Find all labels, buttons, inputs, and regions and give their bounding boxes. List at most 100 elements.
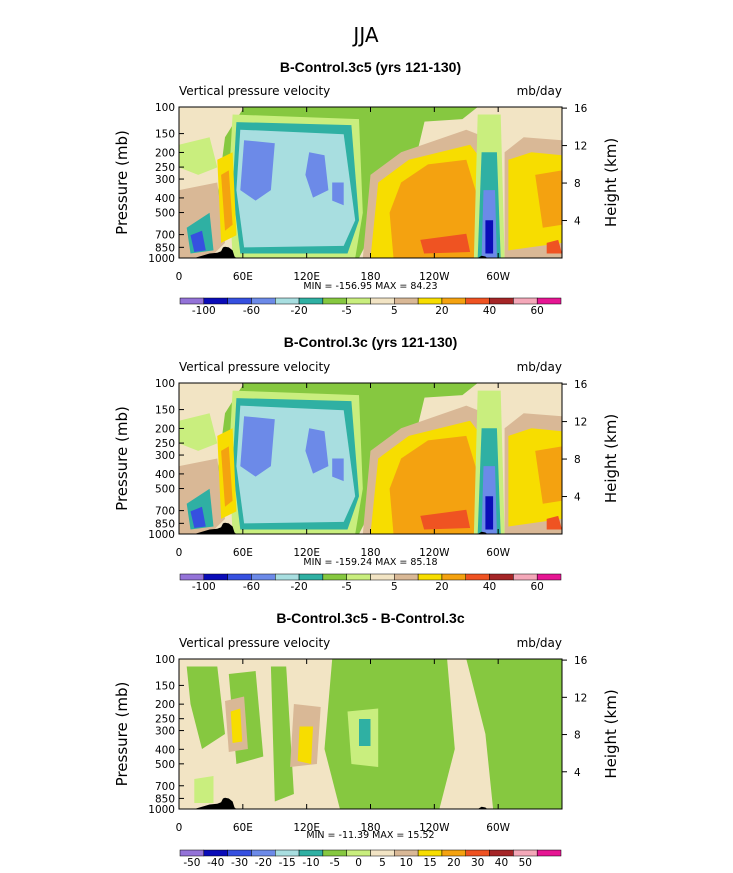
chart-panel-3: B-Control.3c5 - B-Control.3c Vertical pre… xyxy=(113,610,620,869)
pressure-tick-label: 700 xyxy=(155,230,175,242)
colorbar-swatch xyxy=(417,849,443,857)
colorbar-label: -50 xyxy=(183,857,200,869)
contour-redorange xyxy=(420,509,471,530)
contour-blue-patch xyxy=(305,428,329,474)
panel-left-label: Vertical pressure velocity xyxy=(179,84,330,98)
height-tick-label: 8 xyxy=(574,730,581,742)
pressure-tick-label: 850 xyxy=(155,242,175,254)
colorbar-label: 60 xyxy=(531,305,544,317)
panel-left-label: Vertical pressure velocity xyxy=(179,636,330,650)
colorbar-label: -40 xyxy=(207,857,224,869)
height-tick-label: 8 xyxy=(574,178,581,190)
colorbar-label: -30 xyxy=(231,857,248,869)
colorbar-swatch xyxy=(370,573,395,581)
contour-field xyxy=(179,107,562,258)
colorbar-swatch xyxy=(370,297,395,305)
colorbar-label: -20 xyxy=(290,581,307,593)
y-axis-title: Pressure (mb) xyxy=(113,682,131,787)
contour-blue-patch xyxy=(240,416,275,477)
colorbar-swatch xyxy=(227,849,252,857)
colorbar-swatch xyxy=(298,573,324,581)
contour-orange xyxy=(221,170,233,231)
colorbar-swatch xyxy=(513,573,538,581)
colorbar-label: -100 xyxy=(192,305,216,317)
contour-lightgreen xyxy=(194,776,214,803)
panel-units-label: mb/day xyxy=(517,360,562,374)
lon-tick-label: 0 xyxy=(176,271,183,283)
colorbar-label: 40 xyxy=(483,305,496,317)
colorbar-swatch xyxy=(441,849,466,857)
topography-land xyxy=(194,246,237,258)
contour-orange xyxy=(389,435,478,534)
contour-orange xyxy=(389,159,478,258)
contour-blue xyxy=(190,230,206,252)
lon-tick-label: 180 xyxy=(360,822,380,834)
contour-yellow xyxy=(297,726,313,764)
contour-green xyxy=(408,107,478,123)
colorbar-swatch xyxy=(298,297,324,305)
pressure-tick-label: 400 xyxy=(155,744,175,756)
pressure-tick-label: 850 xyxy=(155,793,175,805)
colorbar-swatch xyxy=(394,849,419,857)
contour-lightgreen xyxy=(179,137,218,175)
pressure-tick-label: 250 xyxy=(155,438,175,450)
colorbar-swatch xyxy=(465,849,490,857)
height-tick-label: 12 xyxy=(574,692,587,704)
panel-units-label: mb/day xyxy=(517,636,562,650)
colorbar-swatch xyxy=(489,573,514,581)
pressure-tick-label: 200 xyxy=(155,699,175,711)
colorbar-swatch xyxy=(251,573,276,581)
y-axis-title: Pressure (mb) xyxy=(113,406,131,511)
colorbar-swatch xyxy=(275,297,300,305)
colorbar-swatch xyxy=(346,849,371,857)
colorbar-swatch xyxy=(298,849,324,857)
colorbar-swatch xyxy=(394,297,419,305)
colorbar-swatch xyxy=(441,297,466,305)
colorbar-swatch xyxy=(179,573,205,581)
colorbar: -100 -60 -20 -5 5 20 40 60 xyxy=(179,573,562,593)
colorbar-label: 60 xyxy=(531,581,544,593)
colorbar-swatch xyxy=(322,573,347,581)
colorbar-swatch xyxy=(203,849,228,857)
pressure-tick-label: 700 xyxy=(155,506,175,518)
pressure-tick-label: 1000 xyxy=(148,529,175,541)
y2-axis-title: Height (km) xyxy=(602,414,620,503)
contour-darkblue xyxy=(485,496,494,530)
colorbar-swatch xyxy=(536,297,562,305)
topography-land xyxy=(477,255,488,258)
height-tick-label: 4 xyxy=(574,767,581,779)
colorbar-label: 20 xyxy=(435,581,448,593)
lon-tick-label: 180 xyxy=(360,271,380,283)
colorbar-label: 30 xyxy=(471,857,484,869)
height-tick-label: 12 xyxy=(574,141,587,153)
lon-tick-label: 120W xyxy=(419,822,450,834)
pressure-tick-label: 1000 xyxy=(148,804,175,816)
panel-title: B-Control.3c5 (yrs 121-130) xyxy=(280,59,461,75)
lon-tick-label: 120W xyxy=(419,547,450,559)
pressure-tick-label: 500 xyxy=(155,484,175,496)
colorbar-label: 40 xyxy=(495,857,508,869)
topography-land xyxy=(194,522,237,534)
contour-yellow xyxy=(230,708,243,743)
colorbar-label: 40 xyxy=(483,581,496,593)
lon-tick-label: 60E xyxy=(233,547,253,559)
colorbar-swatch xyxy=(251,297,276,305)
contour-lightgreen xyxy=(179,413,218,451)
contour-blue xyxy=(190,506,206,528)
contour-redorange xyxy=(420,233,471,254)
colorbar-swatch xyxy=(489,297,514,305)
colorbar-label: -10 xyxy=(302,857,319,869)
contour-field xyxy=(179,659,562,809)
colorbar-swatch xyxy=(536,573,562,581)
colorbar-label: 0 xyxy=(355,857,362,869)
colorbar-swatch xyxy=(203,297,228,305)
lon-tick-label: 60W xyxy=(486,271,510,283)
pressure-tick-label: 150 xyxy=(155,680,175,692)
panel-title: B-Control.3c (yrs 121-130) xyxy=(284,334,458,350)
y-axis-title: Pressure (mb) xyxy=(113,130,131,235)
contour-orange xyxy=(535,446,562,504)
colorbar: -100 -60 -20 -5 5 20 40 60 xyxy=(179,297,562,317)
contour-blue-patch xyxy=(332,182,344,206)
lon-tick-label: 60E xyxy=(233,822,253,834)
